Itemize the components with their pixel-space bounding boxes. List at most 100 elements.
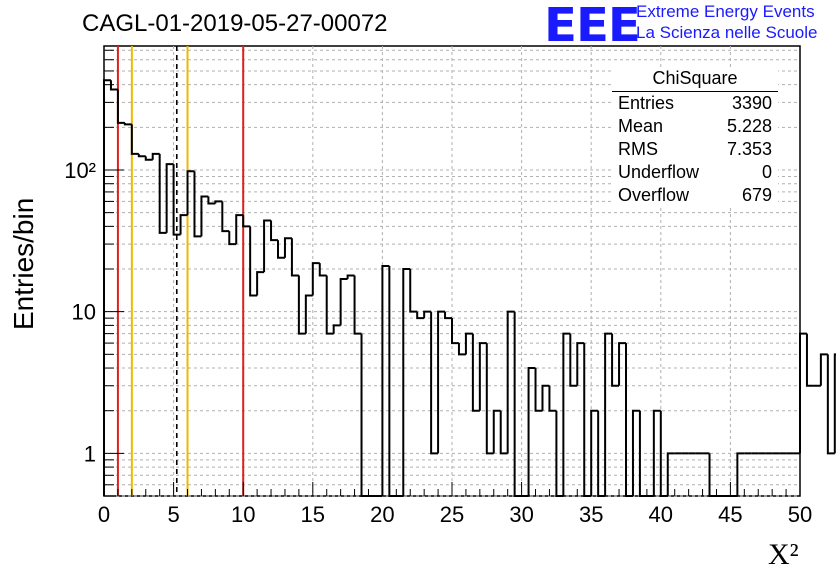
- stats-label: Mean: [618, 116, 664, 136]
- histogram-bin: [388, 266, 397, 497]
- histogram-bin: [193, 171, 202, 238]
- histogram-bin: [826, 354, 835, 455]
- x-tick-label: 0: [98, 502, 110, 527]
- histogram-bin: [437, 310, 446, 454]
- histogram-bin: [381, 265, 390, 496]
- stats-label: Underflow: [618, 162, 700, 182]
- histogram-bin: [242, 215, 251, 228]
- histogram-bin: [165, 163, 174, 233]
- histogram-bin: [638, 410, 647, 497]
- histogram-bin: [103, 79, 111, 496]
- stats-value: 679: [741, 185, 772, 205]
- x-tick-label: 5: [167, 502, 179, 527]
- histogram-bin: [464, 332, 473, 355]
- histogram-bin: [805, 333, 814, 387]
- histogram-bin: [311, 262, 320, 296]
- histogram-bin: [423, 310, 432, 319]
- histogram-bin: [200, 195, 209, 237]
- histogram-bin: [485, 343, 494, 455]
- histogram-bin: [708, 453, 717, 497]
- histogram-bin: [325, 275, 334, 335]
- eee-logo: EEE: [544, 0, 641, 52]
- histogram-bin: [583, 343, 592, 497]
- histogram-bin: [833, 353, 836, 454]
- histogram-bin: [625, 343, 633, 497]
- x-axis-label: X²: [768, 538, 799, 571]
- x-tick-label: 10: [231, 502, 255, 527]
- histogram-bin: [207, 196, 216, 205]
- histogram-bin: [402, 268, 411, 496]
- histogram-bin: [569, 333, 578, 387]
- histogram-bin: [109, 80, 118, 91]
- histogram-bin: [548, 385, 557, 412]
- y-tick-label: 1: [84, 441, 96, 466]
- stats-value: 0: [761, 162, 772, 182]
- x-tick-label: 20: [370, 502, 394, 527]
- histogram-bin: [492, 409, 501, 454]
- histogram-bin: [263, 219, 272, 273]
- histogram-bin: [144, 156, 153, 161]
- x-tick-label: 40: [649, 502, 673, 527]
- histogram-bin: [562, 332, 571, 496]
- histogram-bin: [799, 332, 807, 454]
- histogram-bin: [541, 384, 550, 411]
- histogram-bin: [318, 263, 327, 277]
- histogram-bin: [409, 269, 418, 313]
- histogram-bin: [290, 238, 299, 277]
- histogram-bin: [172, 164, 181, 236]
- x-tick-label: 35: [579, 502, 603, 527]
- histogram-bin: [666, 452, 675, 496]
- histogram-bin: [221, 201, 230, 233]
- stats-row: Underflow 0: [612, 161, 778, 184]
- histogram-bin: [137, 153, 146, 158]
- histogram-bin: [228, 231, 237, 246]
- histogram-bin: [304, 294, 313, 334]
- histogram-bin: [457, 343, 466, 356]
- histogram-bin: [416, 311, 425, 320]
- histogram-bin: [235, 214, 244, 245]
- histogram-bin: [527, 367, 536, 496]
- histogram-bin: [339, 278, 348, 326]
- run-title: CAGL-01-2019-05-27-00072: [82, 10, 388, 37]
- x-tick-label: 30: [509, 502, 533, 527]
- x-tick-label: 25: [440, 502, 464, 527]
- histogram-bin: [506, 310, 515, 454]
- org-name: Extreme Energy Events: [636, 2, 815, 21]
- histogram: [103, 79, 836, 497]
- histogram-bin: [179, 214, 188, 235]
- histogram-bin: [618, 342, 626, 386]
- histogram-bin: [249, 226, 258, 297]
- stats-row: RMS 7.353: [612, 138, 778, 161]
- histogram-bin: [590, 409, 599, 496]
- histogram-bin: [256, 271, 265, 296]
- histogram-bin: [451, 318, 459, 345]
- histogram-bin: [471, 333, 480, 412]
- stats-title: ChiSquare: [612, 68, 778, 92]
- y-tick-label: 10: [72, 300, 96, 325]
- histogram-bin: [277, 240, 285, 259]
- x-tick-label: 45: [718, 502, 742, 527]
- histogram-bin: [130, 124, 139, 155]
- histogram-bin: [214, 200, 223, 204]
- histogram-bin: [631, 409, 640, 496]
- axis-ticks: 0 5 10 15 20 25 30 35 40 45 50 1 10 10²: [64, 49, 812, 527]
- histogram-bin: [652, 409, 661, 496]
- histogram-bin: [513, 311, 522, 497]
- stats-label: RMS: [618, 139, 658, 159]
- stats-value: 3390: [731, 93, 772, 113]
- histogram-bin: [604, 332, 613, 496]
- histogram-bin: [430, 311, 439, 455]
- histogram-bin: [499, 410, 508, 455]
- histogram-bin: [444, 311, 452, 320]
- cut-lines: [116, 46, 245, 496]
- histogram-bin: [283, 237, 292, 258]
- histogram-bin: [360, 333, 369, 497]
- histogram-bin: [297, 275, 306, 335]
- histogram-bin: [123, 122, 132, 126]
- histogram-bin: [819, 353, 828, 386]
- x-tick-label: 15: [301, 502, 325, 527]
- stats-box: ChiSquare Entries 3390 Mean 5.228 RMS 7.…: [612, 68, 778, 207]
- stats-row: Mean 5.228: [612, 115, 778, 138]
- histogram-bin: [736, 452, 745, 496]
